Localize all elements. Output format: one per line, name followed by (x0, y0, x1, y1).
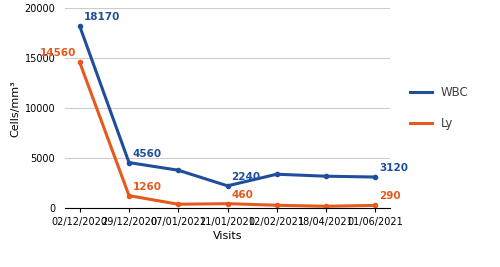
Y-axis label: Cells/mm³: Cells/mm³ (10, 80, 20, 136)
WBC (77, 25, 83, 28)
WBC (224, 184, 230, 187)
Legend: WBC, Ly: WBC, Ly (406, 81, 473, 135)
WBC (176, 169, 182, 172)
Ly (323, 205, 329, 208)
Text: 2240: 2240 (232, 172, 260, 182)
Line: Ly: Ly (78, 60, 378, 208)
Text: 460: 460 (232, 190, 254, 200)
Text: 14560: 14560 (40, 49, 76, 58)
X-axis label: Visits: Visits (213, 231, 242, 241)
Text: 1260: 1260 (133, 182, 162, 192)
Ly (274, 204, 280, 207)
Ly (126, 194, 132, 197)
Ly (176, 203, 182, 206)
Text: 18170: 18170 (84, 12, 120, 22)
Ly (77, 61, 83, 64)
WBC (372, 175, 378, 179)
Line: WBC: WBC (78, 24, 378, 188)
WBC (126, 161, 132, 164)
Text: 4560: 4560 (133, 149, 162, 159)
Ly (224, 202, 230, 205)
WBC (323, 175, 329, 178)
Text: 290: 290 (379, 191, 401, 201)
Ly (372, 204, 378, 207)
WBC (274, 173, 280, 176)
Text: 3120: 3120 (379, 163, 408, 173)
